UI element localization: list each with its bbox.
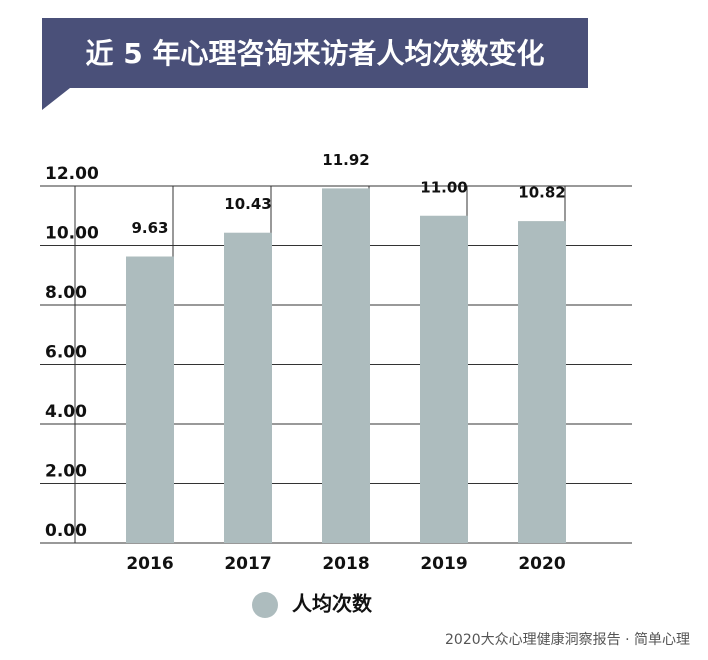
title-banner [42,18,588,110]
y-tick-label: 12.00 [45,164,99,184]
x-tick-label: 2019 [420,554,467,574]
y-tick-label: 4.00 [45,402,87,422]
value-label: 11.92 [322,151,369,169]
bar [518,221,566,544]
y-tick-label: 6.00 [45,343,87,363]
value-label: 10.82 [518,184,565,202]
value-label: 10.43 [224,195,271,213]
bar [126,256,174,543]
x-tick-label: 2020 [518,554,565,574]
y-tick-label: 10.00 [45,224,99,244]
bar [420,215,468,543]
y-tick-label: 0.00 [45,521,87,541]
x-tick-label: 2016 [126,554,173,574]
value-label: 9.63 [131,219,168,237]
source: 2020大众心理健康洞察报告 · 简单心理 [445,631,690,648]
chart-title: 近 5 年心理咨询来访者人均次数变化 [86,37,545,70]
y-tick-label: 2.00 [45,462,87,482]
bar [224,232,272,543]
x-tick-label: 2017 [224,554,271,574]
y-tick-label: 8.00 [45,283,87,303]
legend-label: 人均次数 [292,592,373,616]
legend-marker [252,592,278,618]
x-tick-label: 2018 [322,554,369,574]
bar [322,188,370,543]
value-label: 11.00 [420,178,467,196]
